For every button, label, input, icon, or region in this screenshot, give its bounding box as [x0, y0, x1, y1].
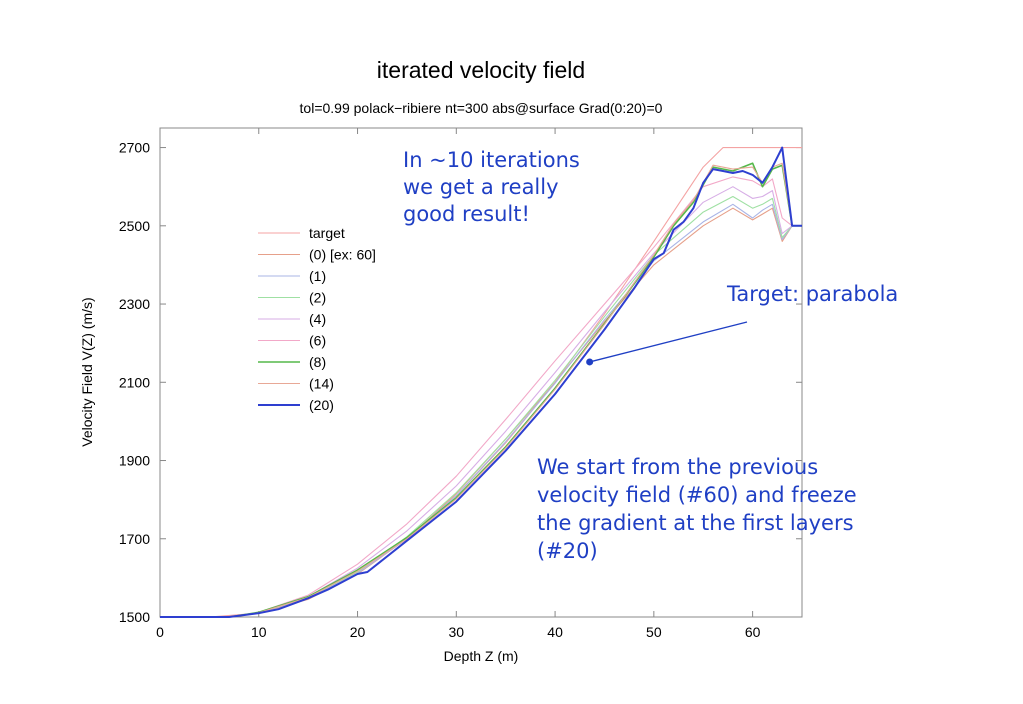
legend-label: (0) [ex: 60]: [309, 247, 376, 263]
x-tick-label: 40: [547, 624, 563, 640]
series-line: [160, 146, 802, 618]
plot-frame: [159, 127, 803, 618]
annotation-iterations: In ~10 iterations we get a really good r…: [403, 148, 580, 226]
series-lines: [160, 146, 802, 618]
x-tick-label: 60: [745, 624, 761, 640]
annotation-start-line-4: (#20): [537, 539, 598, 563]
x-tick-label: 20: [350, 624, 366, 640]
annotation-iterations-line-1: In ~10 iterations: [403, 148, 580, 172]
annotation-start: We start from the previous velocity fiel…: [537, 455, 857, 563]
legend: target (0) [ex: 60] (1) (2) (4) (6) (8) (14) (20…: [258, 225, 376, 413]
annotation-target-dot: [586, 358, 594, 366]
x-tick-label: 50: [646, 624, 662, 640]
series-line: [160, 176, 802, 618]
annotation-target-label: Target: parabola: [726, 282, 898, 306]
legend-label: (6): [309, 333, 326, 349]
y-axis-label: Velocity Field V(Z) (m/s): [79, 297, 95, 446]
x-tick-label: 0: [156, 624, 164, 640]
series-line: [160, 162, 802, 618]
series-line: [160, 195, 802, 618]
annotation-start-line-1: We start from the previous: [537, 455, 818, 479]
y-tick-label: 2700: [119, 140, 150, 156]
annotation-iterations-line-3: good result!: [403, 202, 530, 226]
y-tick-label: 2100: [119, 374, 150, 390]
legend-label: (1): [309, 268, 326, 284]
annotation-target: Target: parabola: [586, 282, 898, 366]
x-tick-label: 10: [251, 624, 267, 640]
y-tick-label: 1500: [119, 609, 150, 625]
annotation-start-line-2: velocity field (#60) and freeze: [537, 483, 857, 507]
annotation-start-line-3: the gradient at the first layers: [537, 511, 854, 535]
series-line: [160, 207, 802, 618]
y-tick-label: 2300: [119, 296, 150, 312]
y-tick-label: 1700: [119, 531, 150, 547]
y-axis: 1500 1700 1900 2100 2300 2500 2700: [119, 140, 802, 625]
annotation-target-pointer: [589, 321, 748, 363]
x-axis: 0 10 20 30 40 50 60: [156, 128, 761, 640]
x-axis-label: Depth Z (m): [444, 648, 519, 664]
chart-title: iterated velocity field: [377, 57, 585, 83]
series-line: [160, 186, 802, 618]
legend-label: (8): [309, 354, 326, 370]
legend-label: (2): [309, 290, 326, 306]
x-tick-label: 30: [449, 624, 465, 640]
chart-subtitle: tol=0.99 polack−ribiere nt=300 abs@surfa…: [300, 100, 663, 116]
legend-label: (4): [309, 311, 326, 327]
annotation-iterations-line-2: we get a really: [403, 175, 559, 199]
series-line: [160, 203, 802, 618]
legend-label: (14): [309, 376, 334, 392]
series-line: [160, 162, 802, 618]
legend-label: (20): [309, 397, 334, 413]
legend-label: target: [309, 225, 345, 241]
y-tick-label: 1900: [119, 453, 150, 469]
y-tick-label: 2500: [119, 218, 150, 234]
